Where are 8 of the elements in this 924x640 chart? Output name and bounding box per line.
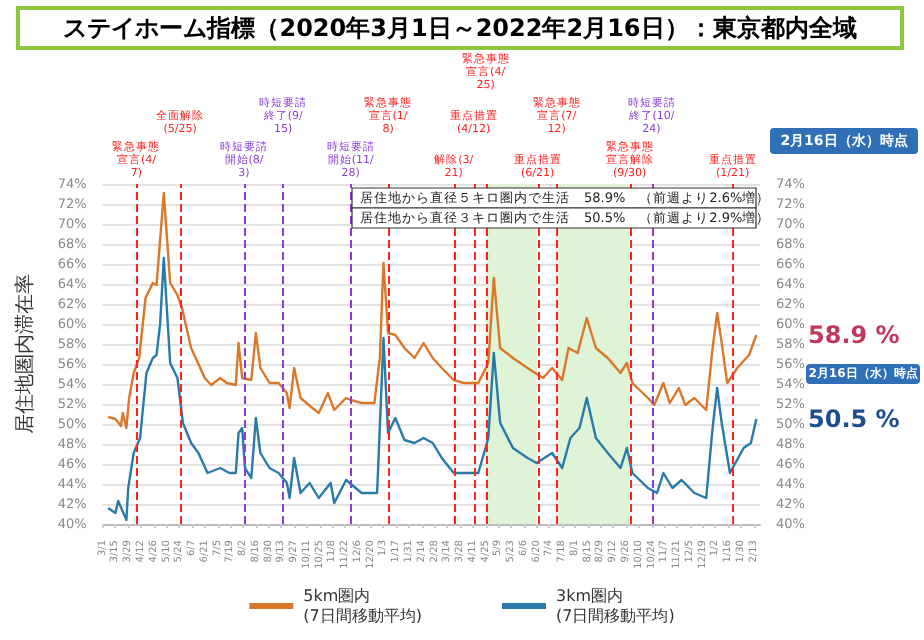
annotation: 58.9 %	[808, 321, 900, 349]
line-series	[106, 256, 758, 522]
line-series	[106, 191, 758, 430]
legend-label: 3km圏内 (7日間移動平均)	[556, 587, 675, 625]
y-axis-title: 居住地圏内滞在率	[13, 274, 37, 434]
legend-label: 5km圏内 (7日間移動平均)	[303, 587, 423, 625]
chart-title: ステイホーム指標（2020年3月1日～2022年2月16日）：東京都内全域	[16, 6, 904, 50]
annotation: 50.5 %	[808, 405, 900, 433]
